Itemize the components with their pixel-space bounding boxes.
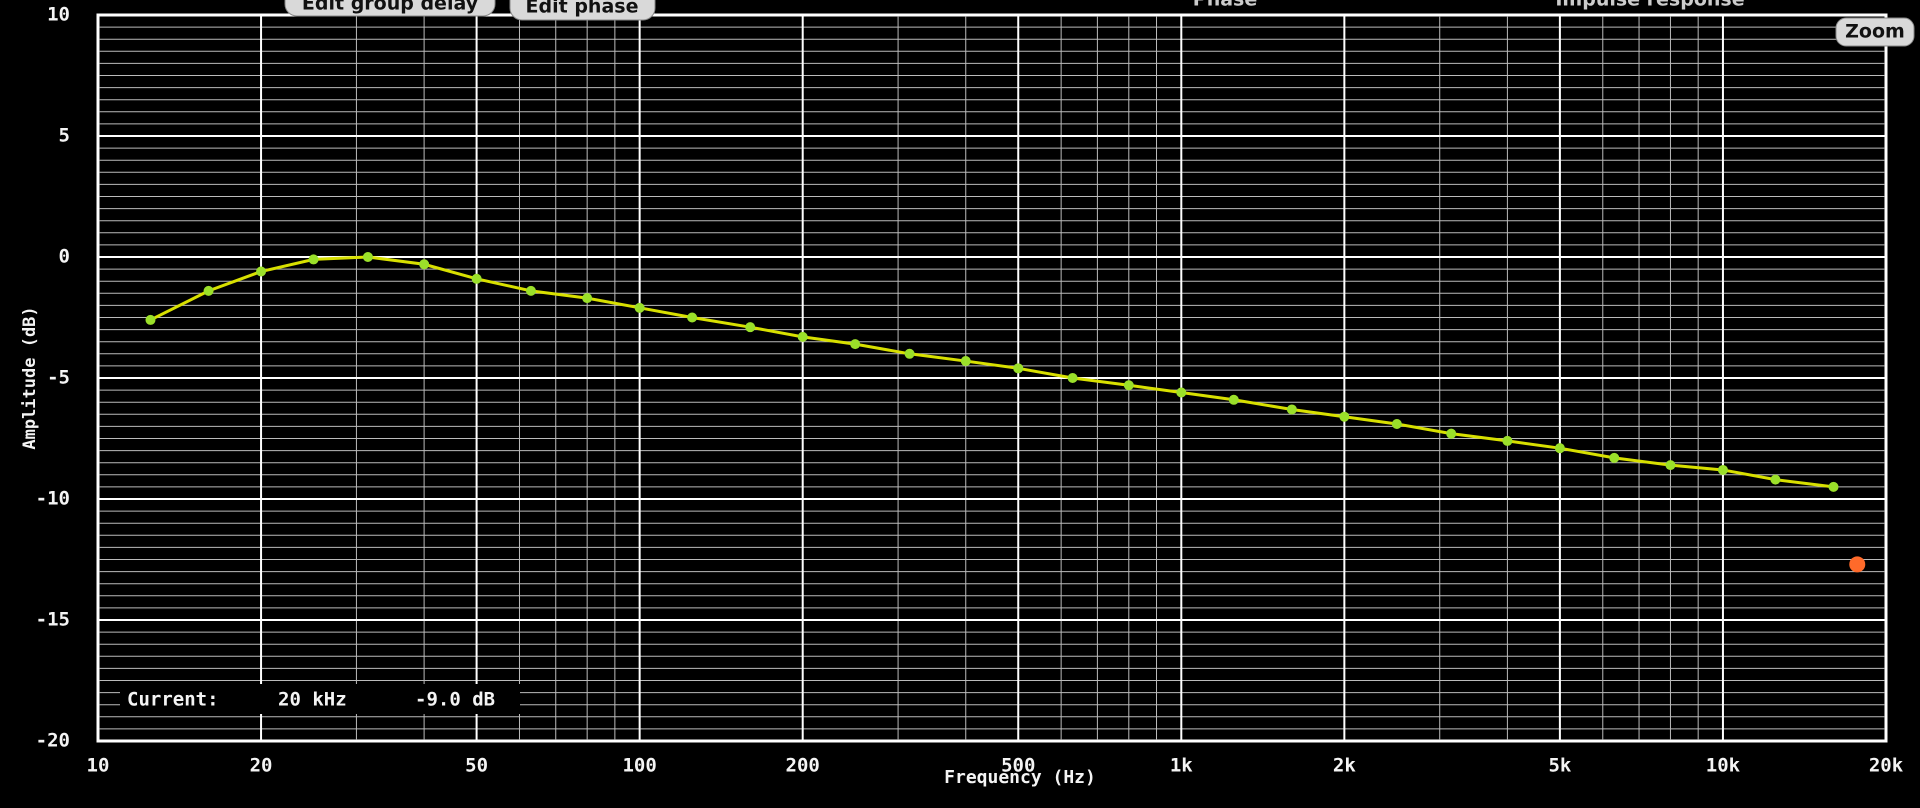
button-label[interactable]: Edit group delay xyxy=(302,0,479,15)
tab-label[interactable]: Phase xyxy=(1193,0,1257,11)
point xyxy=(525,285,536,296)
button-label[interactable]: Edit phase xyxy=(526,0,639,18)
y-tick-label: 0 xyxy=(59,246,70,268)
point xyxy=(1176,387,1187,398)
point xyxy=(1609,452,1620,463)
y-tick-label: -5 xyxy=(47,367,70,389)
x-tick-label: 5k xyxy=(1548,755,1571,777)
y-axis-label: Amplitude (dB) xyxy=(20,306,40,449)
y-tick-label: -20 xyxy=(36,730,70,752)
tab-label[interactable]: Impulse response xyxy=(1555,0,1744,11)
marker xyxy=(1849,556,1866,573)
group-delay-button[interactable] xyxy=(284,0,496,17)
point xyxy=(362,252,373,262)
x-tick-label: 20 xyxy=(250,755,273,777)
point xyxy=(904,348,915,359)
point xyxy=(308,254,319,265)
point xyxy=(419,259,430,270)
point xyxy=(1717,464,1728,475)
zoom-button[interactable] xyxy=(1835,17,1915,47)
x-tick-label: 20k xyxy=(1869,755,1904,777)
y-tick-label: 5 xyxy=(59,125,70,147)
point xyxy=(1446,428,1457,439)
readout-label: Current: xyxy=(127,689,219,711)
point xyxy=(797,331,808,342)
point xyxy=(850,339,861,350)
readout-level: -9.0 dB xyxy=(415,689,495,711)
point xyxy=(1770,474,1781,485)
point xyxy=(1067,373,1078,383)
x-tick-label: 50 xyxy=(465,755,488,777)
point xyxy=(1286,404,1297,415)
point xyxy=(634,302,645,313)
point xyxy=(145,314,156,325)
button-label[interactable]: Zoom xyxy=(1845,21,1905,43)
point xyxy=(960,356,971,367)
point xyxy=(582,293,593,304)
y-tick-label: -10 xyxy=(36,488,70,510)
x-tick-label: 200 xyxy=(786,755,820,777)
x-tick-label: 1k xyxy=(1170,755,1193,777)
point xyxy=(1339,411,1350,422)
point xyxy=(471,273,482,284)
x-tick-label: 500 xyxy=(1001,755,1035,777)
x-tick-label: 100 xyxy=(622,755,656,777)
point xyxy=(1228,394,1239,405)
phase-button[interactable] xyxy=(509,0,656,21)
point xyxy=(203,285,214,296)
point xyxy=(1013,363,1024,374)
x-tick-label: 10k xyxy=(1706,755,1741,777)
point xyxy=(1828,481,1839,492)
x-tick-label: 10 xyxy=(87,755,110,777)
response-curve xyxy=(149,255,1834,489)
readout-frequency: 20 kHz xyxy=(278,689,347,711)
point xyxy=(1123,380,1134,391)
y-tick-label: -15 xyxy=(36,609,70,631)
grid xyxy=(97,14,1887,742)
point xyxy=(256,266,267,277)
readout-box xyxy=(120,684,520,714)
point xyxy=(1554,443,1565,454)
point xyxy=(745,322,756,333)
point xyxy=(687,312,698,323)
point xyxy=(1665,460,1676,471)
point xyxy=(1391,418,1402,429)
x-tick-label: 2k xyxy=(1333,755,1356,777)
point xyxy=(1502,435,1513,446)
x-axis-label: Frequency (Hz) xyxy=(944,767,1096,788)
y-tick-label: 10 xyxy=(47,4,70,26)
